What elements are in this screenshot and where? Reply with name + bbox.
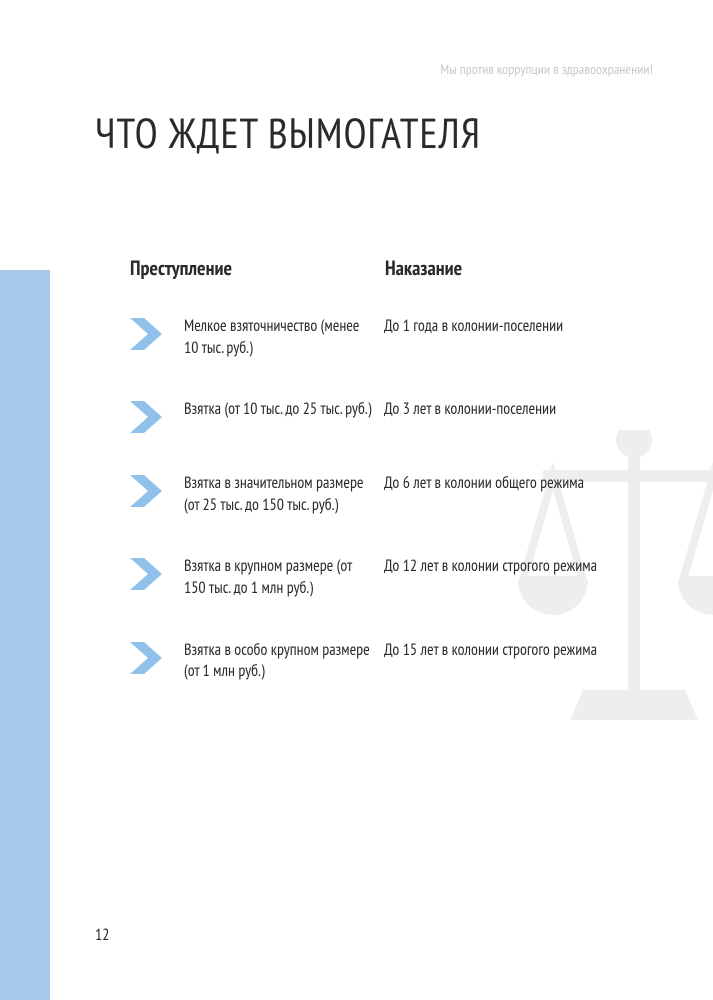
left-accent-bar bbox=[0, 270, 50, 1000]
chevron-right-icon bbox=[130, 475, 166, 507]
content-table: Преступление Наказание Мелкое взяточниче… bbox=[130, 255, 650, 723]
punishment-text: До 6 лет в колонии общего режима bbox=[384, 473, 584, 495]
page-title: ЧТО ЖДЕТ ВЫМОГАТЕЛЯ bbox=[95, 105, 481, 160]
crime-text: Взятка в особо крупном размере (от 1 млн… bbox=[184, 640, 384, 683]
chevron-right-icon bbox=[130, 642, 166, 674]
punishment-text: До 1 года в колонии-поселении bbox=[384, 316, 563, 338]
column-header-crime: Преступление bbox=[130, 255, 385, 281]
table-row: Мелкое взяточничество (менее 10 тыс. руб… bbox=[130, 316, 650, 359]
crime-text: Взятка (от 10 тыс. до 25 тыс. руб.) bbox=[184, 399, 384, 421]
chevron-right-icon bbox=[130, 318, 166, 350]
crime-text: Мелкое взяточничество (менее 10 тыс. руб… bbox=[184, 316, 384, 359]
table-row: Взятка в значительном размере (от 25 тыс… bbox=[130, 473, 650, 516]
crime-text: Взятка в крупном размере (от 150 тыс. до… bbox=[184, 556, 384, 599]
column-header-punishment: Наказание bbox=[385, 255, 462, 281]
page-number: 12 bbox=[95, 925, 109, 945]
table-row: Взятка (от 10 тыс. до 25 тыс. руб.) До 3… bbox=[130, 399, 650, 433]
punishment-text: До 3 лет в колонии-поселении bbox=[384, 399, 556, 421]
punishment-text: До 12 лет в колонии строгого режима bbox=[384, 556, 597, 578]
table-header-row: Преступление Наказание bbox=[130, 255, 650, 281]
punishment-text: До 15 лет в колонии строгого режима bbox=[384, 640, 597, 662]
page-header-tagline: Мы против коррупции в здравоохранении! bbox=[440, 60, 653, 78]
chevron-right-icon bbox=[130, 558, 166, 590]
crime-text: Взятка в значительном размере (от 25 тыс… bbox=[184, 473, 384, 516]
table-row: Взятка в особо крупном размере (от 1 млн… bbox=[130, 640, 650, 683]
table-row: Взятка в крупном размере (от 150 тыс. до… bbox=[130, 556, 650, 599]
chevron-right-icon bbox=[130, 401, 166, 433]
